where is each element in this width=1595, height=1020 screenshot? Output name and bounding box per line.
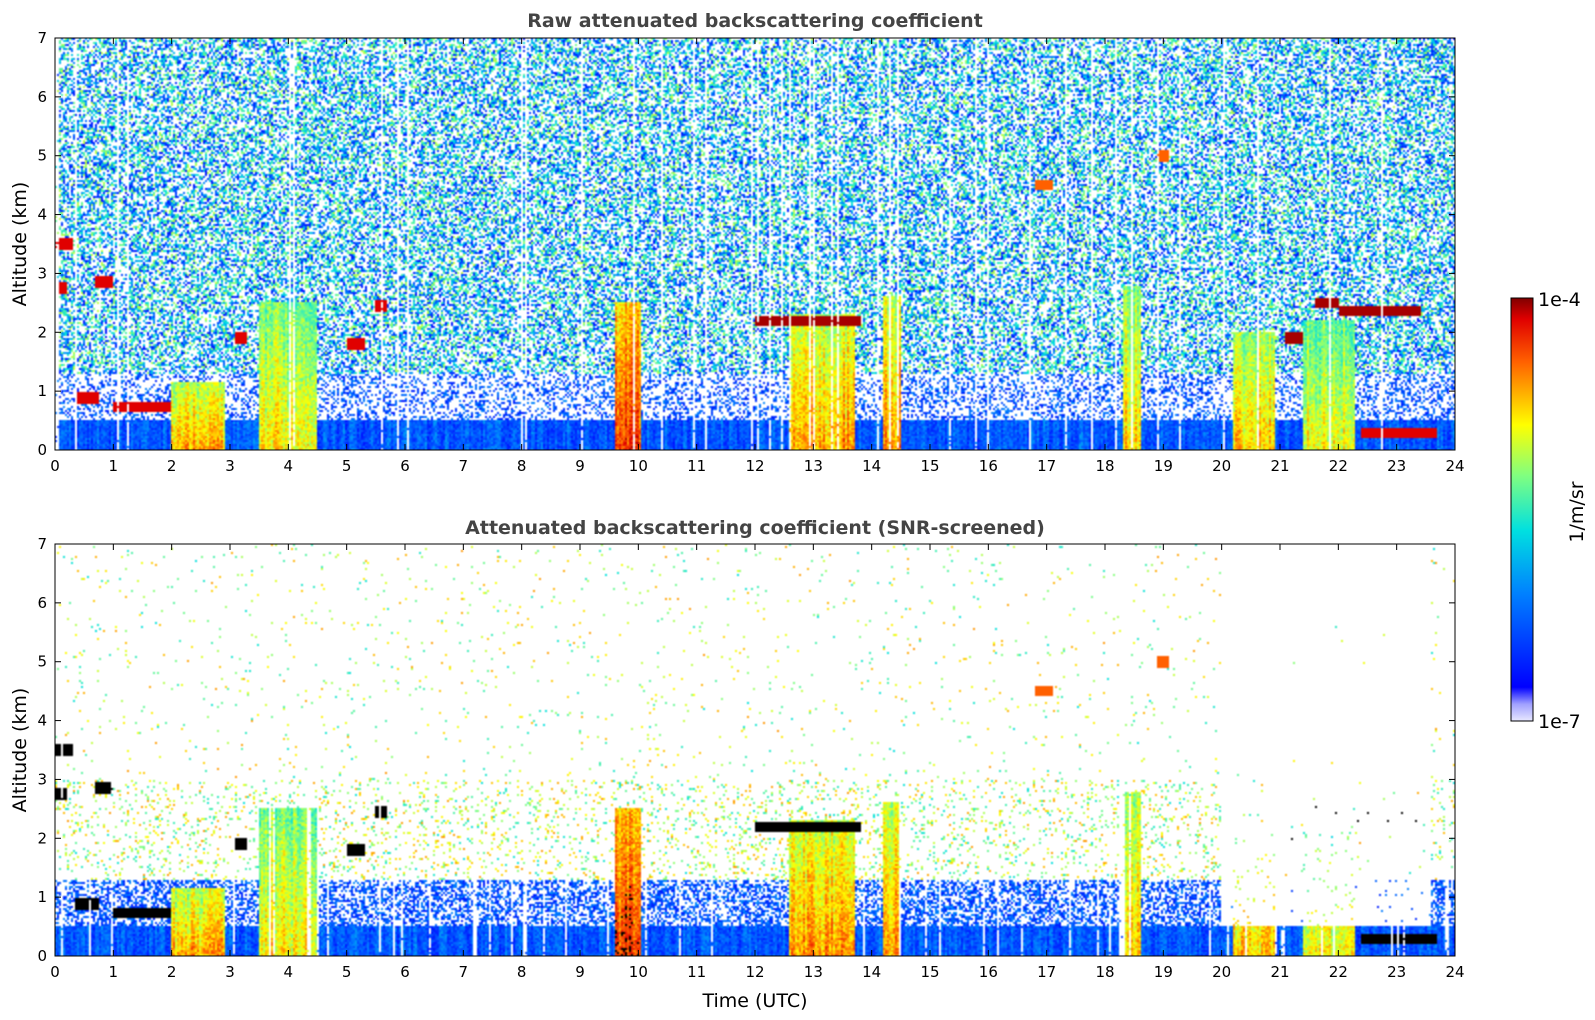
x-tick-label: 22 — [1329, 457, 1348, 475]
x-tick-label: 2 — [167, 457, 177, 475]
y-tick-label: 4 — [37, 206, 47, 224]
y-tick-label: 6 — [37, 594, 47, 612]
x-tick-label: 4 — [284, 963, 294, 981]
chart-title: Attenuated backscattering coefficient (S… — [465, 517, 1045, 539]
x-tick-label: 5 — [342, 457, 352, 475]
x-tick-label: 15 — [920, 457, 939, 475]
colorbar-gradient — [1510, 297, 1534, 722]
x-tick-label: 9 — [575, 963, 585, 981]
x-tick-label: 10 — [629, 963, 648, 981]
raw-backscatter-panel: Raw attenuated backscattering coefficien… — [9, 10, 1465, 475]
x-tick-label: 14 — [862, 963, 881, 981]
x-tick-label: 13 — [804, 963, 823, 981]
x-tick-label: 23 — [1387, 457, 1406, 475]
y-axis: 0 1 2 3 4 5 6 7 — [37, 535, 1455, 965]
y-axis-label: Altitude (km) — [9, 688, 31, 813]
snr-screened-backscatter-panel: Attenuated backscattering coefficient (S… — [9, 517, 1465, 1012]
colorbar: 1e-4 1e-7 1/m/sr — [1510, 289, 1588, 733]
x-tick-label: 1 — [109, 457, 119, 475]
x-tick-label: 17 — [1037, 963, 1056, 981]
x-tick-label: 16 — [979, 457, 998, 475]
x-tick-label: 11 — [687, 457, 706, 475]
x-tick-label: 8 — [517, 963, 527, 981]
heatmap-image — [55, 544, 1455, 956]
x-tick-label: 13 — [804, 457, 823, 475]
y-tick-label: 5 — [37, 147, 47, 165]
y-tick-label: 1 — [37, 888, 47, 906]
x-tick-label: 1 — [109, 963, 119, 981]
x-tick-label: 21 — [1270, 457, 1289, 475]
y-tick-label: 2 — [37, 829, 47, 847]
y-tick-label: 7 — [37, 29, 47, 47]
x-tick-label: 6 — [400, 457, 410, 475]
x-axis: 0 1 2 3 4 5 6 7 8 9 10 11 12 13 14 15 16 17 18 19 20 21 22 23 24 — [50, 544, 1465, 981]
x-tick-label: 14 — [862, 457, 881, 475]
y-tick-label: 2 — [37, 323, 47, 341]
x-tick-label: 7 — [459, 963, 469, 981]
y-tick-label: 0 — [37, 947, 47, 965]
x-tick-label: 20 — [1212, 457, 1231, 475]
x-tick-label: 18 — [1095, 457, 1114, 475]
x-tick-label: 17 — [1037, 457, 1056, 475]
x-tick-label: 11 — [687, 963, 706, 981]
x-tick-label: 3 — [225, 963, 235, 981]
x-tick-label: 21 — [1270, 963, 1289, 981]
x-tick-label: 0 — [50, 963, 60, 981]
x-tick-label: 10 — [629, 457, 648, 475]
x-tick-label: 8 — [517, 457, 527, 475]
x-tick-label: 23 — [1387, 963, 1406, 981]
x-tick-label: 19 — [1154, 457, 1173, 475]
y-axis: 0 1 2 3 4 5 6 7 — [37, 29, 1455, 459]
x-tick-label: 18 — [1095, 963, 1114, 981]
x-tick-label: 19 — [1154, 963, 1173, 981]
x-tick-label: 24 — [1445, 457, 1464, 475]
y-tick-label: 5 — [37, 653, 47, 671]
y-tick-label: 6 — [37, 88, 47, 106]
y-axis-label: Altitude (km) — [9, 182, 31, 307]
x-tick-label: 4 — [284, 457, 294, 475]
x-tick-label: 5 — [342, 963, 352, 981]
heatmap-image — [55, 38, 1455, 450]
x-tick-label: 7 — [459, 457, 469, 475]
x-tick-label: 16 — [979, 963, 998, 981]
y-tick-label: 3 — [37, 264, 47, 282]
chart-title: Raw attenuated backscattering coefficien… — [527, 10, 983, 32]
y-tick-label: 3 — [37, 770, 47, 788]
x-tick-label: 9 — [575, 457, 585, 475]
x-tick-label: 24 — [1445, 963, 1464, 981]
x-tick-label: 12 — [745, 963, 764, 981]
x-axis-label: Time (UTC) — [701, 990, 807, 1012]
x-tick-label: 20 — [1212, 963, 1231, 981]
x-tick-label: 22 — [1329, 963, 1348, 981]
heatmap-cells — [55, 38, 1455, 450]
x-tick-label: 3 — [225, 457, 235, 475]
heatmap-cells — [55, 544, 1455, 956]
colorbar-unit-label: 1/m/sr — [1566, 481, 1588, 542]
x-tick-label: 15 — [920, 963, 939, 981]
x-tick-label: 12 — [745, 457, 764, 475]
x-tick-label: 0 — [50, 457, 60, 475]
y-tick-label: 4 — [37, 712, 47, 730]
colorbar-min-label: 1e-7 — [1538, 711, 1581, 733]
y-tick-label: 7 — [37, 535, 47, 553]
x-axis: 0 1 2 3 4 5 6 7 8 9 10 11 12 13 14 15 16 17 18 19 20 21 22 23 24 — [50, 38, 1465, 475]
colorbar-max-label: 1e-4 — [1538, 289, 1581, 311]
x-tick-label: 2 — [167, 963, 177, 981]
y-tick-label: 1 — [37, 382, 47, 400]
x-tick-label: 6 — [400, 963, 410, 981]
y-tick-label: 0 — [37, 441, 47, 459]
